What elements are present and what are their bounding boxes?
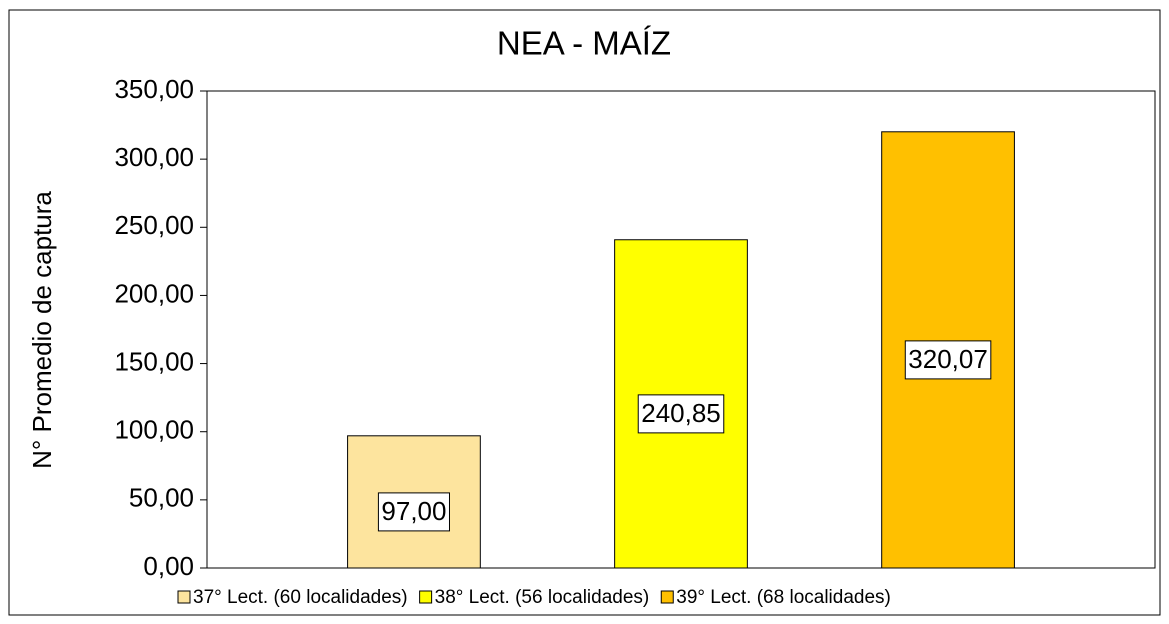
legend-swatch xyxy=(419,590,433,604)
y-tick-label: 200,00 xyxy=(114,278,194,308)
y-tick-label: 50,00 xyxy=(129,483,194,513)
value-label: 97,00 xyxy=(381,496,446,526)
value-label-box xyxy=(904,340,992,380)
legend-label: 37° Lect. (60 localidades) xyxy=(193,587,408,608)
legend-swatch xyxy=(660,590,674,604)
y-tick-label: 150,00 xyxy=(114,346,194,376)
legend-label: 38° Lect. (56 localidades) xyxy=(435,587,650,608)
legend-swatch xyxy=(177,590,191,604)
value-label-box xyxy=(377,492,450,532)
legend-label: 39° Lect. (68 localidades) xyxy=(676,587,891,608)
value-label: 240,85 xyxy=(641,398,721,428)
chart-title: NEA - MAÍZ xyxy=(497,25,671,62)
y-tick-label: 300,00 xyxy=(114,142,194,172)
y-axis-title: N° Promedio de captura xyxy=(27,191,57,469)
value-label: 320,07 xyxy=(908,344,988,374)
y-tick-label: 350,00 xyxy=(114,74,194,104)
y-tick-label: 0,00 xyxy=(143,551,194,581)
value-label-box xyxy=(637,394,725,434)
y-tick-label: 250,00 xyxy=(114,210,194,240)
y-tick-label: 100,00 xyxy=(114,415,194,445)
